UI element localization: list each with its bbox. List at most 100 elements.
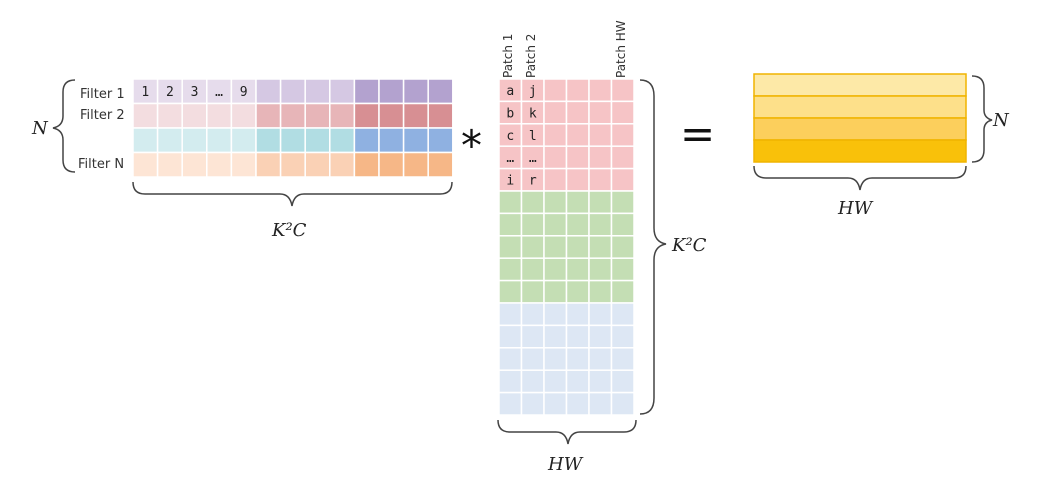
patch-cell xyxy=(565,190,590,215)
patch-cell xyxy=(498,235,523,259)
patch-cell xyxy=(520,279,545,304)
filter-2-label: Filter 2 xyxy=(80,108,125,123)
hw-result-brace xyxy=(753,165,967,191)
n-left-brace xyxy=(52,79,76,173)
patch-cell xyxy=(543,324,568,349)
patch-cell xyxy=(565,369,590,394)
patch-cell xyxy=(588,235,613,259)
k2c-bottom-brace xyxy=(132,181,453,207)
filter-cell xyxy=(132,102,159,129)
filter-cell xyxy=(304,78,331,105)
patch-2-value: r xyxy=(529,174,537,189)
patch-hw-label: Patch HW xyxy=(614,20,628,78)
patch-cell xyxy=(498,279,523,304)
patch-2-label: Patch 2 xyxy=(524,34,538,78)
filter-cell xyxy=(156,127,183,154)
filter-cell xyxy=(279,127,306,154)
filter-cell xyxy=(427,151,454,178)
filter-cell xyxy=(329,127,356,154)
filter-cell xyxy=(230,102,257,129)
filter-cell xyxy=(230,127,257,154)
patch-cell xyxy=(520,212,545,237)
filter-cell xyxy=(206,127,233,154)
multiply-operator: * xyxy=(461,121,482,170)
filter-cell xyxy=(132,127,159,154)
filter-cell xyxy=(255,151,282,178)
hw-bottom-brace xyxy=(497,419,637,445)
patch-matrix: abc … i jkl … r xyxy=(498,78,635,416)
filter-cell xyxy=(304,102,331,129)
patch-cell xyxy=(610,78,635,103)
filter-cell xyxy=(329,78,356,105)
patch-cell xyxy=(543,123,568,147)
patch-cell xyxy=(565,145,590,170)
filter-cell xyxy=(156,151,183,178)
filter-cell xyxy=(206,151,233,178)
filter-cell xyxy=(353,151,380,178)
patch-cell xyxy=(588,347,613,371)
equals-operator: = xyxy=(680,109,715,158)
filter-cell xyxy=(181,102,208,129)
patch-2-value: k xyxy=(529,106,537,121)
filter-cell xyxy=(181,127,208,154)
k2c-right-brace xyxy=(639,79,667,415)
patch-cell xyxy=(588,145,613,170)
patch-cell xyxy=(610,145,635,170)
patch-cell xyxy=(543,279,568,304)
patch-cell xyxy=(565,100,590,125)
patch-cell xyxy=(610,257,635,282)
patch-cell xyxy=(498,212,523,237)
filter-cell xyxy=(329,151,356,178)
filter-cell xyxy=(279,151,306,178)
patch-cell xyxy=(588,100,613,125)
filter-1-value: 9 xyxy=(240,85,248,100)
patch-cell xyxy=(565,167,590,192)
patch-cell xyxy=(498,324,523,349)
filter-cell xyxy=(427,78,454,105)
patch-cell xyxy=(588,167,613,192)
filter-cell xyxy=(329,102,356,129)
patch-cell xyxy=(610,324,635,349)
filter-cell xyxy=(206,102,233,129)
patch-cell xyxy=(498,369,523,394)
patch-cell xyxy=(520,302,545,327)
patch-cell xyxy=(588,190,613,215)
patch-cell xyxy=(610,347,635,371)
patch-cell xyxy=(565,324,590,349)
filter-cell xyxy=(353,102,380,129)
patch-cell xyxy=(610,302,635,327)
patch-cell xyxy=(520,190,545,215)
filter-cell xyxy=(378,127,405,154)
result-row xyxy=(753,73,967,97)
filter-cell xyxy=(279,102,306,129)
patch-cell xyxy=(565,302,590,327)
patch-cell xyxy=(610,123,635,147)
patch-cell xyxy=(565,257,590,282)
patch-cell xyxy=(610,167,635,192)
filter-cell xyxy=(402,127,429,154)
patch-cell xyxy=(543,391,568,416)
filter-cell xyxy=(279,78,306,105)
filter-cell xyxy=(304,127,331,154)
filter-n-label: Filter N xyxy=(78,157,124,172)
patch-1-value: c xyxy=(506,129,514,144)
hw-bottom-label: HW xyxy=(547,454,584,475)
filter-cell xyxy=(378,102,405,129)
patch-cell xyxy=(565,279,590,304)
patch-1-value: a xyxy=(506,84,514,99)
patch-cell xyxy=(520,369,545,394)
patch-cell xyxy=(565,347,590,371)
patch-cell xyxy=(610,369,635,394)
patch-cell xyxy=(543,100,568,125)
patch-cell xyxy=(498,347,523,371)
patch-1-value: b xyxy=(506,106,514,121)
patch-cell xyxy=(543,369,568,394)
filter-cell xyxy=(353,78,380,105)
patch-cell xyxy=(588,123,613,147)
patch-cell xyxy=(543,302,568,327)
filter-cell xyxy=(353,127,380,154)
n-result-brace xyxy=(971,75,993,163)
k2c-right-label: K²C xyxy=(671,235,707,256)
result-row xyxy=(753,95,967,119)
